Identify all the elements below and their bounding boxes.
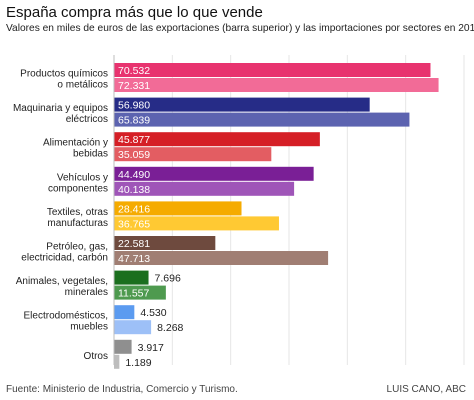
category-label: electricidad, carbón: [21, 253, 108, 264]
import-bar: [114, 181, 295, 196]
import-bar: [114, 147, 272, 162]
export-bar: [114, 270, 149, 285]
category-label: Petróleo, gas,: [46, 242, 108, 253]
export-value-label: 45.877: [118, 134, 150, 146]
export-bar: [114, 166, 314, 181]
export-bar: [114, 97, 370, 112]
import-bar: [114, 112, 410, 127]
export-bar: [114, 339, 132, 354]
import-bar: [114, 216, 279, 231]
category-label: bebidas: [73, 149, 108, 160]
export-value-label: 56.980: [118, 100, 150, 112]
category-label: Productos químicos: [20, 69, 108, 80]
export-value-label: 4.530: [140, 307, 166, 319]
category-label: Otros: [84, 351, 108, 362]
category-label: Electrodomésticos,: [24, 311, 108, 322]
category-label: Animales, vegetales,: [16, 276, 108, 287]
import-value-label: 11.557: [118, 288, 149, 300]
import-bar: [114, 320, 152, 335]
import-value-label: 36.765: [118, 218, 150, 230]
export-bar: [114, 236, 216, 250]
category-label: eléctricos: [66, 114, 108, 125]
export-value-label: 44.490: [118, 169, 150, 181]
category-label: componentes: [48, 183, 108, 194]
export-bar: [114, 305, 135, 320]
export-bar: [114, 201, 242, 216]
import-bar: [114, 251, 329, 265]
import-value-label: 72.331: [118, 80, 150, 92]
category-label: Textiles, otras: [47, 207, 108, 218]
import-value-label: 40.138: [118, 184, 150, 196]
category-label: Maquinaria y equipos: [13, 103, 108, 114]
export-value-label: 28.416: [118, 203, 150, 215]
author-credit: LUIS CANO, ABC: [386, 384, 466, 395]
export-value-label: 70.532: [118, 65, 150, 77]
category-label: Alimentación y: [43, 138, 108, 149]
export-value-label: 22.581: [118, 238, 150, 250]
import-value-label: 8.268: [157, 322, 183, 334]
import-value-label: 47.713: [118, 253, 150, 265]
source-note: Fuente: Ministerio de Industria, Comerci…: [6, 384, 238, 395]
import-value-label: 1.189: [125, 357, 151, 369]
chart-subtitle: Valores en miles de euros de las exporta…: [6, 23, 474, 34]
chart-title: España compra más que lo que vende: [6, 4, 263, 21]
export-value-label: 3.917: [138, 342, 164, 354]
import-bar: [114, 354, 120, 369]
export-value-label: 7.696: [155, 273, 181, 285]
import-value-label: 65.839: [118, 115, 150, 127]
import-bar: [114, 78, 439, 92]
category-label: muebles: [70, 322, 108, 333]
category-label: Vehículos y: [57, 172, 108, 183]
export-bar: [114, 63, 431, 77]
import-value-label: 35.059: [118, 149, 150, 161]
import-bar: [114, 285, 166, 300]
export-bar: [114, 132, 320, 147]
category-label: manufacturas: [47, 218, 108, 229]
category-label: minerales: [65, 287, 108, 298]
category-label: o metálicos: [57, 80, 108, 91]
